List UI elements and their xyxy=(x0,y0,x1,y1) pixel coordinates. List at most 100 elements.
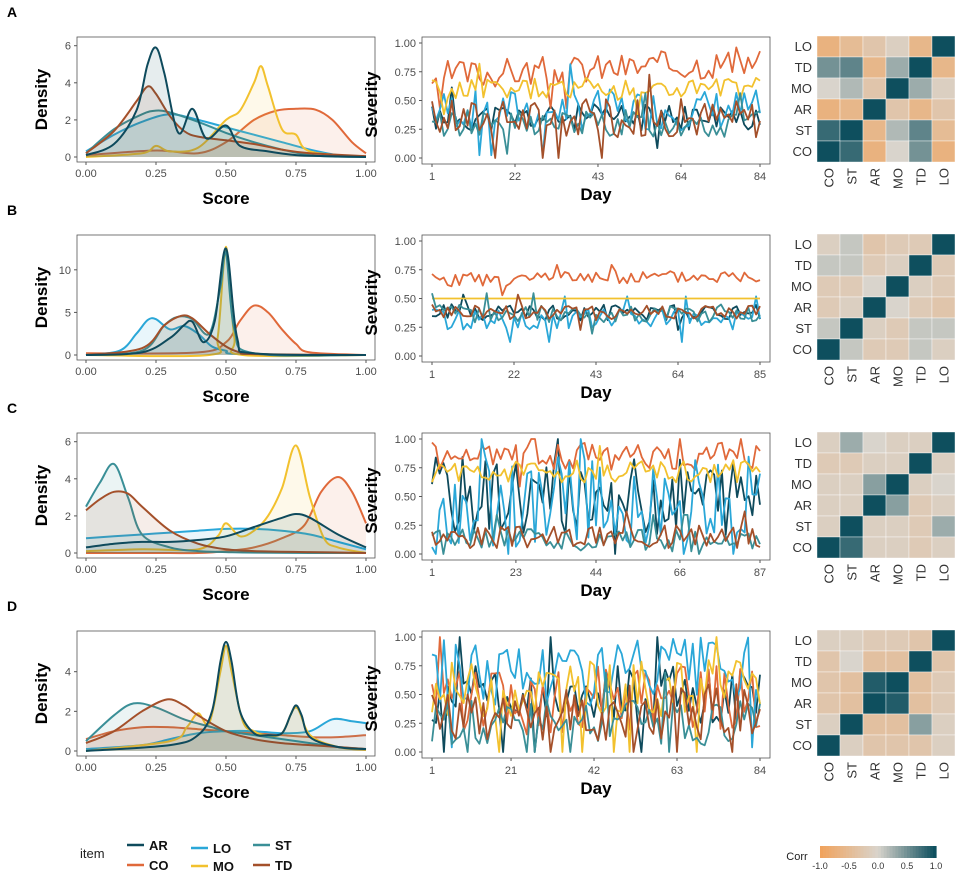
y-tick-label: 0.50 xyxy=(395,96,416,108)
panel-D: D 0 2 4 0.00 0.25 0.50 0.75 1.00 Score Density 0.00… xyxy=(7,598,956,802)
y-tick-label: 0.75 xyxy=(395,67,416,79)
heatmap-cell xyxy=(862,56,887,79)
density-frame xyxy=(76,630,376,757)
heatmap-col-label: LO xyxy=(937,762,952,779)
heatmap-col-label: MO xyxy=(891,366,906,387)
corr-gradient-step xyxy=(840,846,844,858)
heatmap-col-label: TD xyxy=(914,762,929,779)
y-tick-label: 0 xyxy=(65,350,71,362)
heatmap-cell xyxy=(885,296,910,319)
heatmap-cell xyxy=(862,650,887,673)
heatmap-cell xyxy=(931,56,956,79)
heatmap-cell xyxy=(862,713,887,736)
y-axis-label: Severity xyxy=(362,665,381,732)
heatmap-col-label: ST xyxy=(845,564,860,581)
heatmap-cell xyxy=(862,35,887,58)
severity-line-co xyxy=(431,438,761,488)
heatmap-cell xyxy=(885,431,910,454)
item-legend: item AR CO LO MO ST TD xyxy=(80,838,292,874)
heatmap-cell xyxy=(816,296,841,319)
heatmap-cell xyxy=(885,98,910,121)
heatmap-cell xyxy=(908,473,933,496)
x-tick-label: 0.25 xyxy=(145,168,166,180)
heatmap-cell xyxy=(862,77,887,100)
panel-letter: D xyxy=(7,598,17,614)
heatmap-cell xyxy=(839,35,864,58)
heatmap-cell xyxy=(885,119,910,142)
heatmap-cell xyxy=(885,140,910,163)
y-tick-label: 1.00 xyxy=(395,434,416,446)
corr-tick-label: 0.5 xyxy=(901,861,914,871)
x-tick-label: 1.00 xyxy=(355,366,376,378)
heatmap-cell xyxy=(816,140,841,163)
heatmap-cell xyxy=(839,734,864,757)
x-axis-label: Day xyxy=(580,185,612,204)
heatmap-col-label: ST xyxy=(845,366,860,383)
density-area-ar xyxy=(86,514,366,553)
y-tick-label: 0.25 xyxy=(395,124,416,136)
corr-gradient-step xyxy=(901,846,905,858)
heatmap-cell xyxy=(839,494,864,517)
x-tick-label: 64 xyxy=(672,369,684,381)
x-tick-label: 0.50 xyxy=(215,564,236,576)
heatmap-col-label: TD xyxy=(914,564,929,581)
heatmap-row-label: ST xyxy=(795,123,812,138)
density-plot: 0 2 4 6 0.00 0.25 0.50 0.75 1.00 Score Density xyxy=(32,36,377,208)
y-axis-label: Density xyxy=(32,266,51,328)
heatmap-cell xyxy=(908,713,933,736)
y-tick-label: 1.00 xyxy=(395,236,416,248)
x-tick-label: 1 xyxy=(429,171,435,183)
y-axis-label: Density xyxy=(32,68,51,130)
heatmap-cell xyxy=(839,671,864,694)
heatmap-cell xyxy=(931,536,956,559)
heatmap-cell xyxy=(862,98,887,121)
heatmap-cell xyxy=(885,56,910,79)
density-line-lo xyxy=(85,527,367,551)
heatmap-cell xyxy=(862,233,887,256)
corr-gradient-step xyxy=(886,846,891,858)
heatmap-row-label: TD xyxy=(795,654,812,669)
severity-plot: 0.00 0.25 0.50 0.75 1.00 1 22 43 64 84 Day Severity xyxy=(362,36,771,204)
corr-gradient-step xyxy=(857,846,862,858)
heatmap-cell xyxy=(862,494,887,517)
heatmap-cell xyxy=(908,338,933,361)
corr-gradient-step xyxy=(880,846,885,858)
density-area-co xyxy=(86,108,366,157)
density-line-td xyxy=(85,314,367,356)
severity-plot: 0.00 0.25 0.50 0.75 1.00 1 22 43 64 85 Day Severity xyxy=(362,234,771,402)
heatmap-col-label: AR xyxy=(868,168,883,186)
density-area-st xyxy=(86,703,366,751)
heatmap-cell xyxy=(885,233,910,256)
x-tick-label: 0.25 xyxy=(145,564,166,576)
correlation-heatmap: LO TD MO AR ST CO CO ST AR MO TD LO xyxy=(791,35,956,189)
heatmap-cell xyxy=(816,338,841,361)
heatmap-cell xyxy=(816,254,841,277)
heatmap-cell xyxy=(862,317,887,340)
heatmap-row-label: MO xyxy=(791,477,812,492)
heatmap-row-label: AR xyxy=(794,696,812,711)
heatmap-cell xyxy=(862,734,887,757)
x-tick-label: 0.00 xyxy=(75,168,96,180)
corr-gradient-step xyxy=(883,846,888,858)
heatmap-cell xyxy=(862,431,887,454)
heatmap-col-label: MO xyxy=(891,762,906,783)
corr-gradient-step xyxy=(912,846,917,858)
heatmap-cell xyxy=(885,734,910,757)
heatmap-cell xyxy=(908,692,933,715)
x-tick-label: 42 xyxy=(588,765,600,777)
heatmap-cell xyxy=(908,56,933,79)
heatmap-cell xyxy=(908,296,933,319)
corr-gradient-step xyxy=(872,846,876,858)
density-area-co xyxy=(86,477,366,554)
severity-line-lo xyxy=(431,63,761,157)
y-tick-label: 0 xyxy=(65,548,71,560)
density-area-mo xyxy=(86,645,366,751)
heatmap-cell xyxy=(862,692,887,715)
heatmap-row-label: ST xyxy=(795,519,812,534)
heatmap-cell xyxy=(816,692,841,715)
corr-gradient-step xyxy=(927,846,931,858)
heatmap-cell xyxy=(816,629,841,652)
heatmap-cell xyxy=(931,77,956,100)
corr-gradient-step xyxy=(822,846,827,858)
